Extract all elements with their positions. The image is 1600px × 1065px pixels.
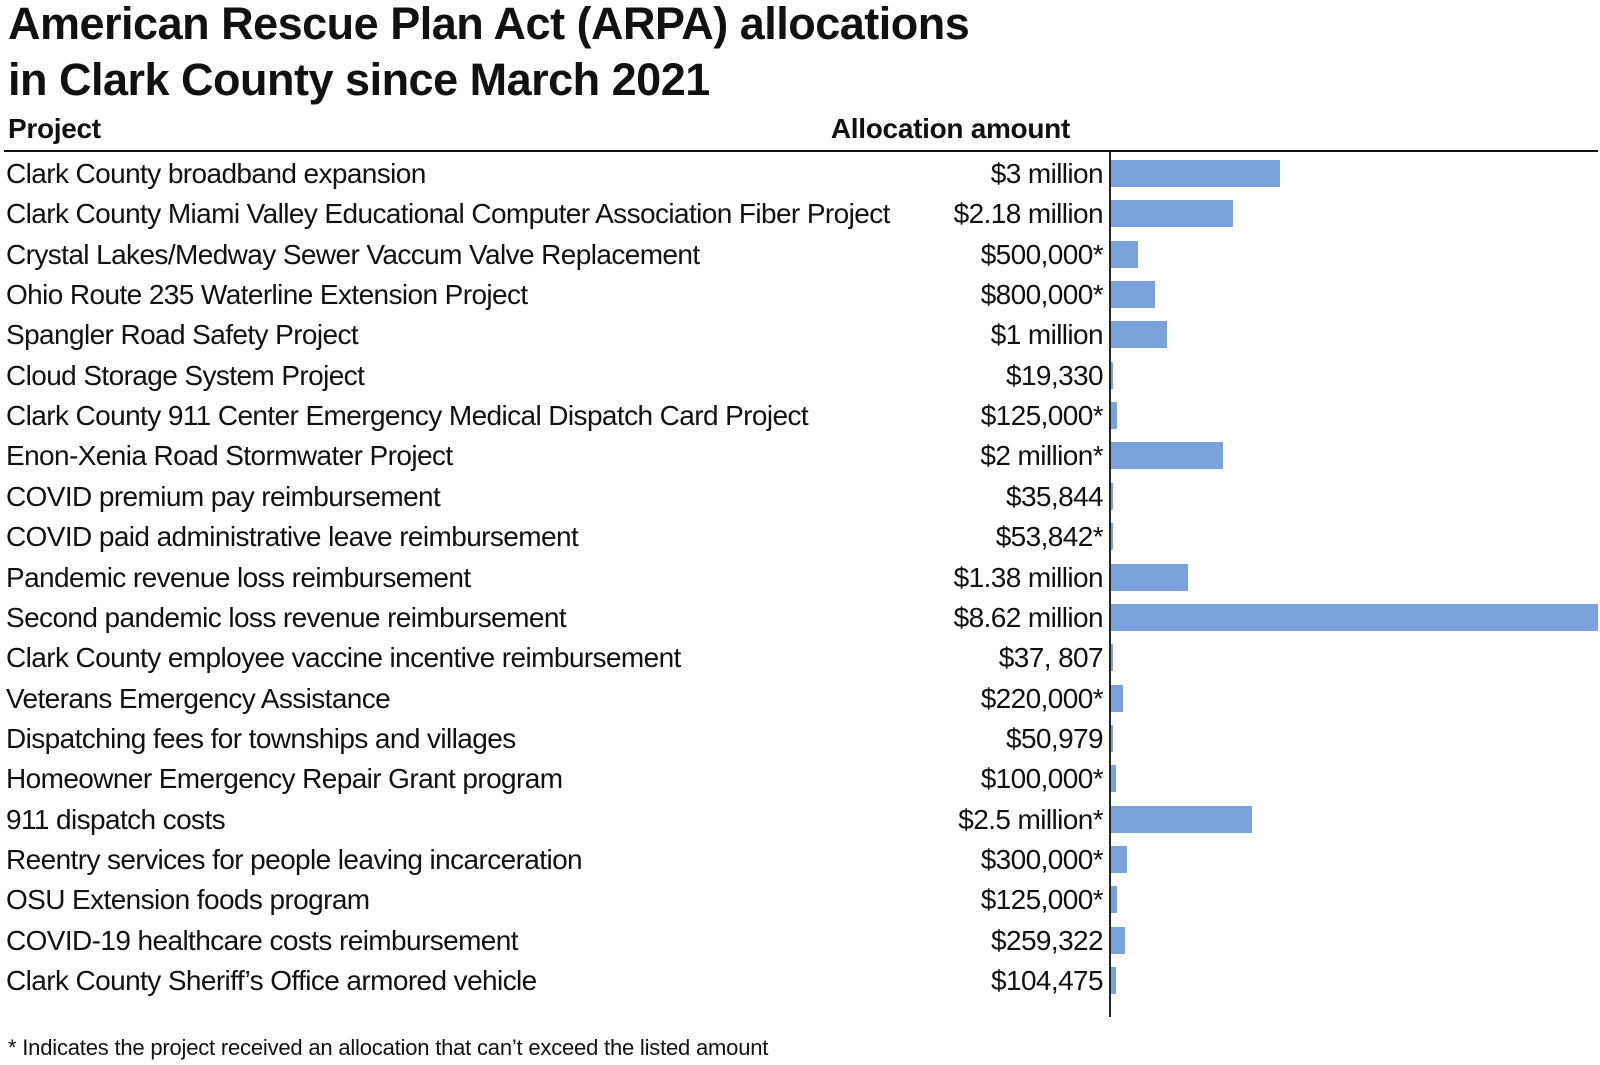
allocation-value-label: $104,475 (991, 965, 1104, 996)
table-row: 911 dispatch costs $2.5 million* (0, 799, 1600, 840)
project-label: Pandemic revenue loss reimbursement (6, 561, 471, 593)
allocation-bar (1110, 281, 1156, 309)
table-row: Pandemic revenue loss reimbursement $1.38… (0, 557, 1600, 598)
allocation-bar (1110, 805, 1252, 833)
allocation-value-label: $50,979 (1005, 722, 1104, 754)
allocation-bar (1110, 765, 1116, 793)
allocation-bar (1110, 200, 1234, 228)
allocation-bar (1110, 361, 1113, 389)
allocation-value-label: $2 million* (980, 440, 1103, 472)
allocation-bar (1110, 482, 1113, 510)
table-row: Clark County Sheriff’s Office armored ve… (0, 960, 1600, 1001)
allocation-value-label: $2.5 million* (958, 803, 1103, 835)
project-label: 911 dispatch costs (6, 803, 226, 835)
footnote: * Indicates the project received an allo… (8, 1035, 769, 1060)
allocation-value-label: $2.18 million (953, 198, 1104, 230)
table-row: Spangler Road Safety Project $1 million (0, 314, 1600, 355)
project-label: Veterans Emergency Assistance (6, 682, 391, 714)
project-label: Clark County Sheriff’s Office armored ve… (6, 965, 537, 996)
project-label: COVID-19 healthcare costs reimbursement (6, 924, 519, 956)
project-label: Clark County 911 Center Emergency Medica… (6, 400, 809, 432)
project-label: Second pandemic loss revenue reimburseme… (6, 601, 567, 633)
table-row: Crystal Lakes/Medway Sewer Vaccum Valve … (0, 234, 1600, 275)
allocation-value-label: $37, 807 (998, 642, 1104, 674)
table-row: Clark County broadband expansion $3 milli… (0, 153, 1600, 194)
project-label: Dispatching fees for townships and villa… (6, 722, 516, 754)
allocation-bar (1110, 684, 1123, 712)
allocation-value-label: $500,000* (980, 238, 1104, 270)
allocation-value-label: $125,000* (980, 884, 1104, 916)
allocation-bar (1110, 644, 1113, 672)
allocation-value-label: $1 million (990, 319, 1104, 351)
table-row: Homeowner Emergency Repair Grant program… (0, 758, 1600, 799)
allocation-value-label: $3 million (990, 158, 1104, 189)
allocation-value-label: $1.38 million (953, 561, 1104, 593)
project-label: Cloud Storage System Project (6, 359, 365, 391)
table-row: COVID paid administrative leave reimburs… (0, 516, 1600, 557)
project-label: Clark County Miami Valley Educational Co… (6, 198, 890, 230)
project-label: Reentry services for people leaving inca… (6, 843, 583, 875)
project-label: Spangler Road Safety Project (6, 319, 359, 351)
table-row: Enon-Xenia Road Stormwater Project $2 mil… (0, 435, 1600, 476)
allocation-bar (1110, 845, 1127, 873)
allocation-bar (1110, 926, 1125, 954)
allocation-bar (1110, 967, 1116, 994)
table-row: Cloud Storage System Project $19,330 (0, 355, 1600, 396)
table-row: Clark County employee vaccine incentive … (0, 637, 1600, 678)
bar-axis-line (1109, 152, 1111, 1017)
allocation-value-label: $35,844 (1005, 480, 1104, 512)
allocation-value-label: $125,000* (980, 400, 1104, 432)
allocation-bar (1110, 563, 1189, 591)
table-row: Second pandemic loss revenue reimburseme… (0, 597, 1600, 638)
allocation-bar (1110, 603, 1598, 631)
allocation-value-label: $53,842* (995, 521, 1104, 553)
allocation-value-label: $259,322 (991, 924, 1104, 956)
table-row: Veterans Emergency Assistance $220,000* (0, 678, 1600, 719)
table-row: COVID-19 healthcare costs reimbursement $… (0, 920, 1600, 961)
table-row: COVID premium pay reimbursement $35,844 (0, 476, 1600, 517)
project-label: COVID premium pay reimbursement (6, 480, 441, 512)
table-row: Dispatching fees for townships and villa… (0, 718, 1600, 759)
allocation-bar (1110, 402, 1118, 430)
header-rule (4, 150, 1598, 152)
allocation-bar (1110, 240, 1139, 268)
allocation-value-label: $800,000* (980, 279, 1104, 311)
chart-title-line-1: American Rescue Plan Act (ARPA) allocati… (8, 0, 970, 49)
project-label: Clark County employee vaccine incentive … (6, 642, 681, 674)
project-label: Enon-Xenia Road Stormwater Project (6, 440, 453, 472)
project-label: COVID paid administrative leave reimburs… (6, 521, 579, 553)
allocation-value-label: $19,330 (1005, 359, 1104, 391)
allocation-value-label: $8.62 million (953, 601, 1104, 633)
allocation-value-label: $100,000* (980, 763, 1104, 795)
project-label: OSU Extension foods program (6, 884, 370, 916)
table-row: Clark County Miami Valley Educational Co… (0, 193, 1600, 234)
allocation-bar (1110, 724, 1113, 752)
table-row: Ohio Route 235 Waterline Extension Proje… (0, 274, 1600, 315)
allocation-bar (1110, 321, 1167, 349)
allocation-bar (1110, 160, 1280, 187)
project-label: Clark County broadband expansion (6, 158, 426, 189)
table-row: Reentry services for people leaving inca… (0, 839, 1600, 880)
project-column-header: Project (8, 113, 101, 144)
allocation-value-label: $220,000* (980, 682, 1104, 714)
table-row: Clark County 911 Center Emergency Medica… (0, 395, 1600, 436)
allocation-bar (1110, 523, 1113, 551)
project-label: Ohio Route 235 Waterline Extension Proje… (6, 279, 528, 311)
amount-column-header: Allocation amount (830, 113, 1070, 144)
chart-title-line-2: in Clark County since March 2021 (8, 54, 710, 105)
project-label: Crystal Lakes/Medway Sewer Vaccum Valve … (6, 238, 700, 270)
table-row: OSU Extension foods program $125,000* (0, 879, 1600, 920)
allocation-bar (1110, 886, 1118, 914)
allocation-bar (1110, 442, 1224, 470)
allocation-value-label: $300,000* (980, 843, 1104, 875)
chart-title: American Rescue Plan Act (ARPA) allocati… (8, 0, 1568, 108)
project-label: Homeowner Emergency Repair Grant program (6, 763, 563, 795)
